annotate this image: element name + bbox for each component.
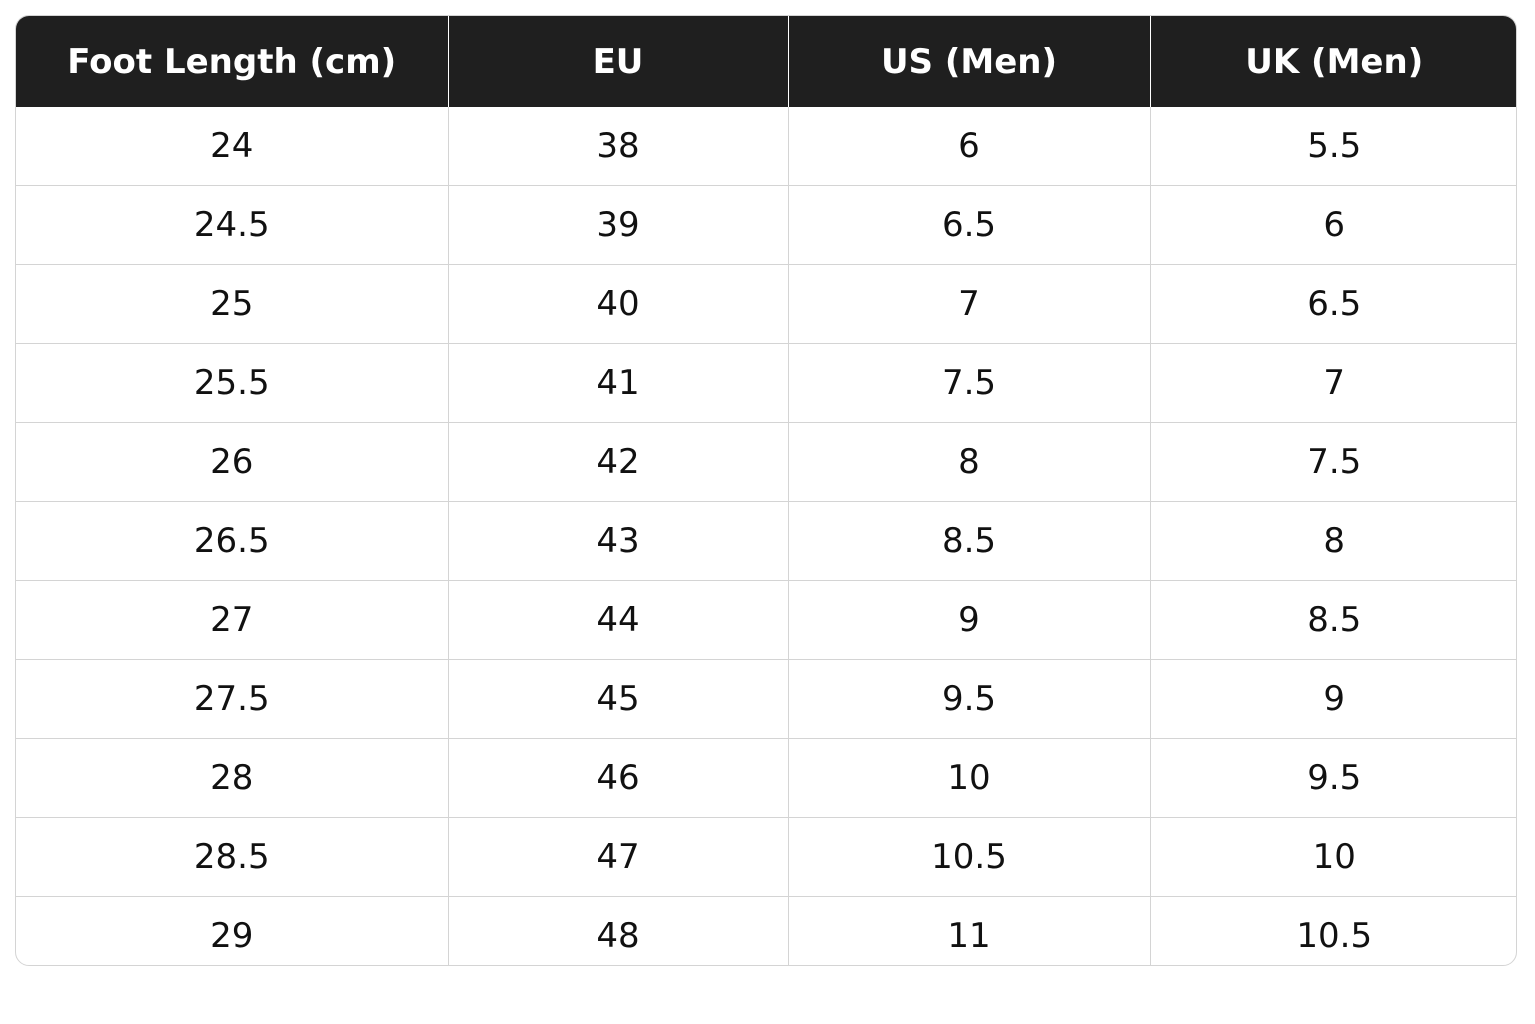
cell-us-men: 10.5 bbox=[787, 817, 1150, 897]
cell-eu: 44 bbox=[447, 580, 788, 660]
cell-uk-men: 7.5 bbox=[1149, 422, 1516, 502]
size-chart-table-container: Foot Length (cm) EU US (Men) UK (Men) 24… bbox=[15, 15, 1517, 966]
size-chart-table: Foot Length (cm) EU US (Men) UK (Men) 24… bbox=[16, 16, 1516, 965]
cell-foot-length: 27.5 bbox=[16, 659, 448, 739]
cell-uk-men: 9 bbox=[1149, 659, 1516, 739]
cell-foot-length: 25.5 bbox=[16, 343, 448, 423]
table-header: Foot Length (cm) EU US (Men) UK (Men) bbox=[16, 16, 1516, 107]
cell-foot-length: 24 bbox=[210, 126, 254, 166]
cell-eu: 48 bbox=[447, 896, 788, 965]
cell-us-men: 6.5 bbox=[787, 185, 1150, 265]
table-row: 28.5 47 10.5 10 bbox=[16, 817, 1516, 897]
table-row: 28 46 10 9.5 bbox=[16, 738, 1516, 818]
cell-eu: 43 bbox=[447, 501, 788, 581]
cell-eu: 38 bbox=[447, 107, 788, 186]
cell-eu: 42 bbox=[447, 422, 788, 502]
cell-us-men: 7.5 bbox=[787, 343, 1150, 423]
cell-foot-length: 29 bbox=[16, 896, 448, 965]
table-row: 26.5 43 8.5 8 bbox=[16, 501, 1516, 581]
table-row: 29 48 11 10.5 bbox=[16, 896, 1516, 965]
cell-eu: 40 bbox=[447, 264, 788, 344]
table-row: 25.5 41 7.5 7 bbox=[16, 343, 1516, 423]
cell-us-men: 7 bbox=[787, 264, 1150, 344]
cell-foot-length: 26.5 bbox=[16, 501, 448, 581]
cell-uk-men: 6.5 bbox=[1149, 264, 1516, 344]
cell-uk-men: 8 bbox=[1149, 501, 1516, 581]
table-row: 24 38 6 5.5 bbox=[16, 107, 1516, 186]
header-us-men: US (Men) bbox=[787, 16, 1150, 107]
cell-uk-men: 6 bbox=[1149, 185, 1516, 265]
cell-uk-men: 10.5 bbox=[1149, 896, 1516, 965]
table-row: 24.5 39 6.5 6 bbox=[16, 185, 1516, 265]
cell-eu: 46 bbox=[447, 738, 788, 818]
cell-eu: 39 bbox=[447, 185, 788, 265]
cell-uk-men: 8.5 bbox=[1149, 580, 1516, 660]
cell-us-men: 11 bbox=[787, 896, 1150, 965]
cell-foot-length: 27 bbox=[16, 580, 448, 660]
cell-uk-men: 9.5 bbox=[1149, 738, 1516, 818]
header-row: Foot Length (cm) EU US (Men) UK (Men) bbox=[16, 16, 1516, 107]
cell-foot-length: 28 bbox=[16, 738, 448, 818]
header-eu: EU bbox=[447, 16, 788, 107]
table-row: 27.5 45 9.5 9 bbox=[16, 659, 1516, 739]
cell-eu: 41 bbox=[447, 343, 788, 423]
header-uk-men: UK (Men) bbox=[1149, 16, 1516, 107]
table-row: 25 40 7 6.5 bbox=[16, 264, 1516, 344]
cell-uk-men: 5.5 bbox=[1149, 107, 1516, 186]
cell-foot-length: 24.5 bbox=[16, 185, 448, 265]
table-body: 24 38 6 5.5 24.5 39 6.5 6 25 40 7 6.5 25… bbox=[16, 107, 1516, 965]
cell-uk-men: 10 bbox=[1149, 817, 1516, 897]
cell-uk-men: 7 bbox=[1149, 343, 1516, 423]
cell-us-men: 10 bbox=[787, 738, 1150, 818]
cell-foot-length: 25 bbox=[16, 264, 448, 344]
cell-foot-length: 28.5 bbox=[16, 817, 448, 897]
cell-us-men: 8.5 bbox=[787, 501, 1150, 581]
cell-foot-length: 26 bbox=[16, 422, 448, 502]
cell-eu: 45 bbox=[447, 659, 788, 739]
cell-eu: 47 bbox=[447, 817, 788, 897]
cell-us-men: 9.5 bbox=[787, 659, 1150, 739]
header-foot-length: Foot Length (cm) bbox=[16, 16, 448, 107]
cell-us-men: 9 bbox=[787, 580, 1150, 660]
table-row: 27 44 9 8.5 bbox=[16, 580, 1516, 660]
table-row: 26 42 8 7.5 bbox=[16, 422, 1516, 502]
cell-us-men: 6 bbox=[787, 107, 1150, 186]
cell-us-men: 8 bbox=[787, 422, 1150, 502]
